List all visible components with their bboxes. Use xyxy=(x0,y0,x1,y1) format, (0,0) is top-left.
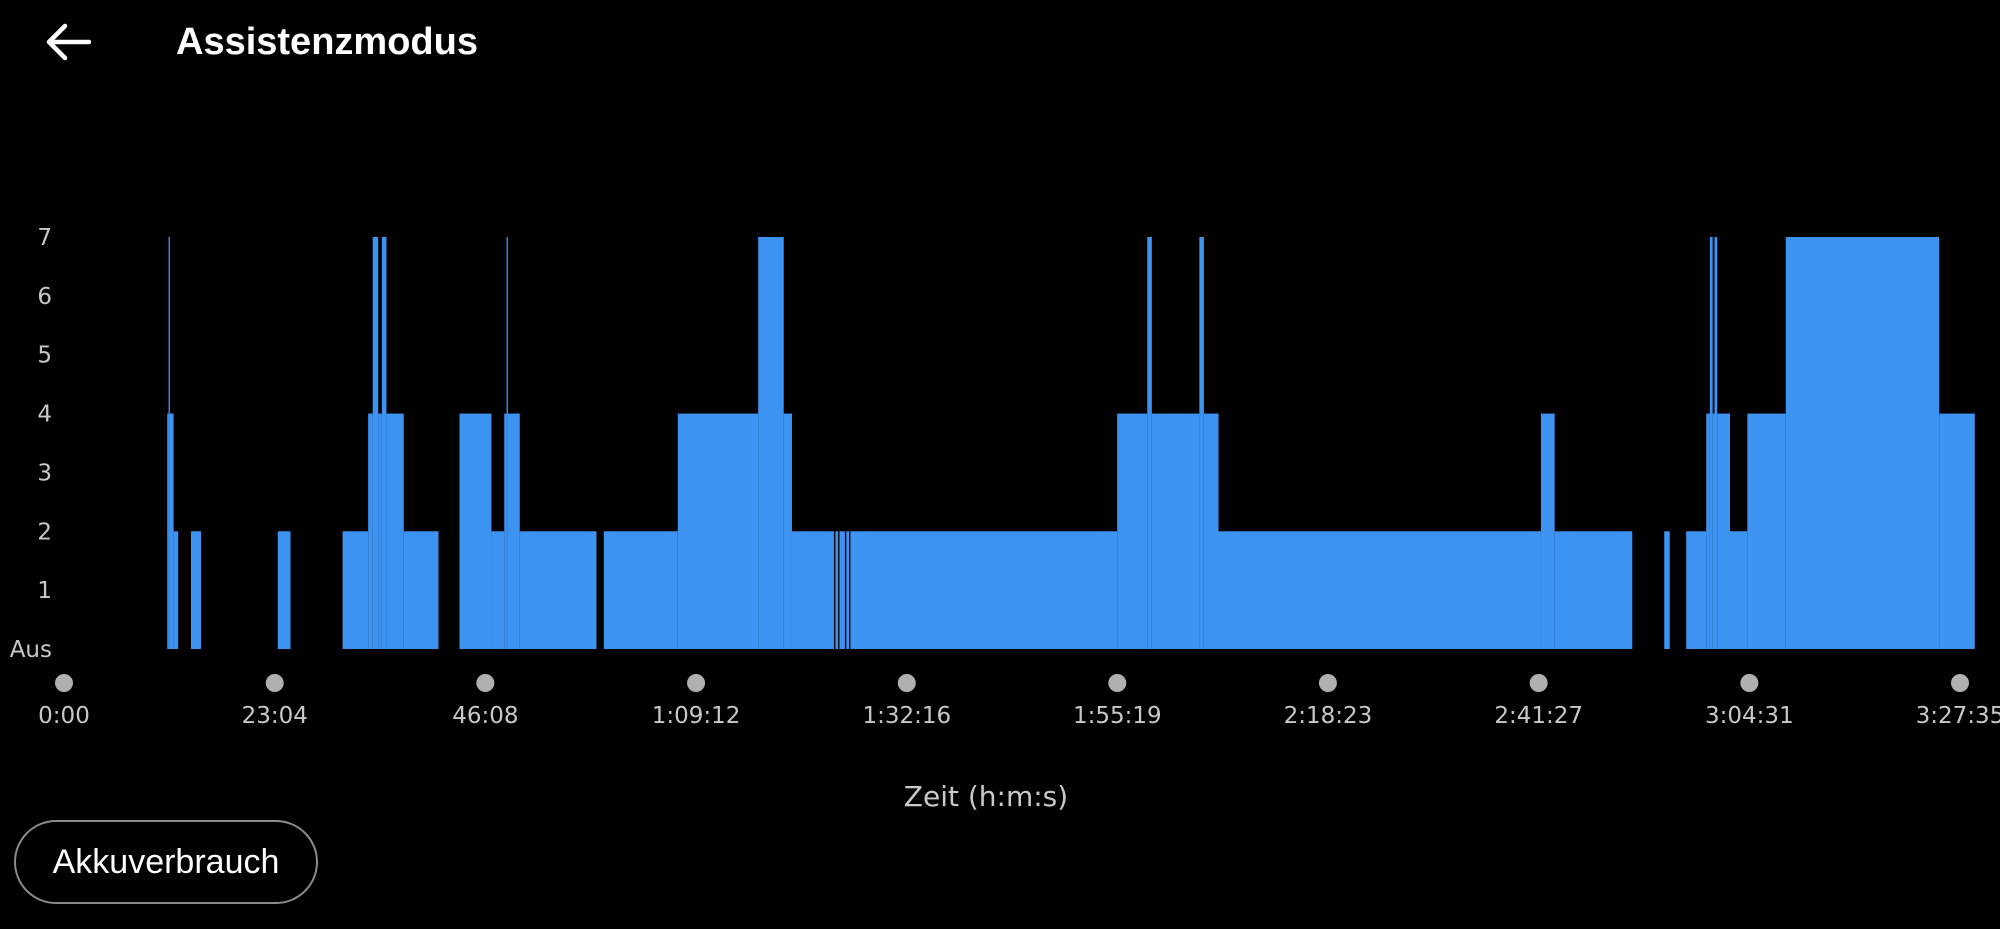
assist-mode-chart: Aus 1 2 3 4 5 6 7 0:00 23:04 46:08 1:09:12 1:32:16 1… xyxy=(10,225,2000,729)
assist-level-bar xyxy=(846,531,850,649)
x-axis-ticks: 0:00 23:04 46:08 1:09:12 1:32:16 1:55:19 2:18:… xyxy=(38,703,2000,729)
assist-level-bar xyxy=(1147,237,1152,649)
assist-level-series xyxy=(167,237,1975,649)
assist-level-bar xyxy=(381,237,387,649)
assist-level-bar xyxy=(491,531,505,649)
y-tick-label: 6 xyxy=(37,284,52,310)
assist-level-bar xyxy=(519,531,597,649)
y-tick-label: 3 xyxy=(37,460,52,486)
assist-level-bar xyxy=(603,531,678,649)
x-tick-label: 3:27:35 xyxy=(1916,703,2000,729)
x-tick-label: 1:32:16 xyxy=(862,703,951,729)
app-header: Assistenzmodus xyxy=(0,0,2000,90)
x-tick-marker xyxy=(897,674,916,692)
assist-level-bar xyxy=(839,531,845,649)
assist-level-bar xyxy=(459,413,492,649)
x-tick-marker xyxy=(1318,674,1337,692)
assist-level-bar xyxy=(1747,413,1786,649)
assist-level-bar xyxy=(1712,413,1715,649)
assist-level-bar xyxy=(1706,413,1710,649)
y-axis-ticks: Aus 1 2 3 4 5 6 7 xyxy=(10,225,52,663)
x-tick-marker xyxy=(55,674,73,692)
y-tick-label: 2 xyxy=(37,519,52,545)
x-tick-label: 23:04 xyxy=(242,703,308,729)
y-tick-label: Aus xyxy=(10,637,52,663)
back-button[interactable] xyxy=(36,14,100,70)
assist-level-bar xyxy=(169,413,174,649)
assist-level-bar xyxy=(1554,531,1633,649)
x-tick-marker xyxy=(1740,674,1759,692)
assist-level-bar xyxy=(677,413,759,649)
y-tick-label: 5 xyxy=(37,343,52,369)
y-tick-label: 4 xyxy=(37,402,52,428)
assist-level-bar xyxy=(1199,237,1204,649)
x-tick-label: 2:41:27 xyxy=(1494,703,1583,729)
assist-level-bar xyxy=(850,531,1118,649)
assist-level-bar xyxy=(1709,237,1713,649)
assist-level-bar xyxy=(1218,531,1541,649)
x-tick-label: 2:18:23 xyxy=(1284,703,1373,729)
x-tick-marker xyxy=(1108,674,1127,692)
x-tick-label: 0:00 xyxy=(38,703,90,729)
assist-level-bar xyxy=(1664,531,1670,649)
x-tick-marker xyxy=(476,674,495,692)
assist-level-bar xyxy=(1939,413,1975,649)
assist-level-bar xyxy=(403,531,439,649)
assist-level-bar xyxy=(386,413,404,649)
x-tick-marker xyxy=(687,674,706,692)
assist-level-bar xyxy=(1151,413,1200,649)
x-tick-marker xyxy=(265,674,284,692)
assist-level-bar xyxy=(758,237,784,649)
x-tick-label: 3:04:31 xyxy=(1705,703,1794,729)
assist-level-bar xyxy=(507,413,520,649)
assist-level-bar xyxy=(1117,413,1148,649)
assist-level-bar xyxy=(173,531,179,649)
akkuverbrauch-button[interactable]: Akkuverbrauch xyxy=(14,820,318,904)
assist-level-bar xyxy=(791,531,834,649)
assist-level-bar xyxy=(372,237,379,649)
y-tick-label: 1 xyxy=(37,578,52,604)
assist-level-bar xyxy=(783,413,792,649)
x-tick-label: 46:08 xyxy=(452,703,518,729)
x-tick-marker xyxy=(1529,674,1548,692)
assist-level-bar xyxy=(368,413,373,649)
assist-level-bar xyxy=(167,413,169,649)
y-tick-label: 7 xyxy=(37,225,52,251)
assist-level-bar xyxy=(1686,531,1707,649)
arrow-left-icon xyxy=(46,23,91,61)
assist-level-bar xyxy=(168,237,170,649)
assist-level-bar xyxy=(506,237,508,649)
assist-level-bar xyxy=(1203,413,1219,649)
assist-level-bar xyxy=(1714,237,1718,649)
x-tick-label: 1:55:19 xyxy=(1073,703,1162,729)
assist-level-bar xyxy=(1730,531,1748,649)
assist-level-bar xyxy=(835,531,839,649)
assist-level-bar xyxy=(1717,413,1731,649)
x-tick-marker xyxy=(1951,674,1969,692)
assist-level-bar xyxy=(378,413,382,649)
x-tick-label: 1:09:12 xyxy=(652,703,741,729)
assist-level-bar xyxy=(190,531,202,649)
page-title: Assistenzmodus xyxy=(176,21,478,63)
assist-level-bar xyxy=(1785,237,1940,649)
x-axis-markers xyxy=(55,674,1969,692)
assist-level-bar xyxy=(342,531,369,649)
assist-level-bar xyxy=(504,413,507,649)
assist-level-bar xyxy=(277,531,291,649)
assist-level-bar xyxy=(1540,413,1555,649)
x-axis-title: Zeit (h:m:s) xyxy=(903,780,1069,813)
